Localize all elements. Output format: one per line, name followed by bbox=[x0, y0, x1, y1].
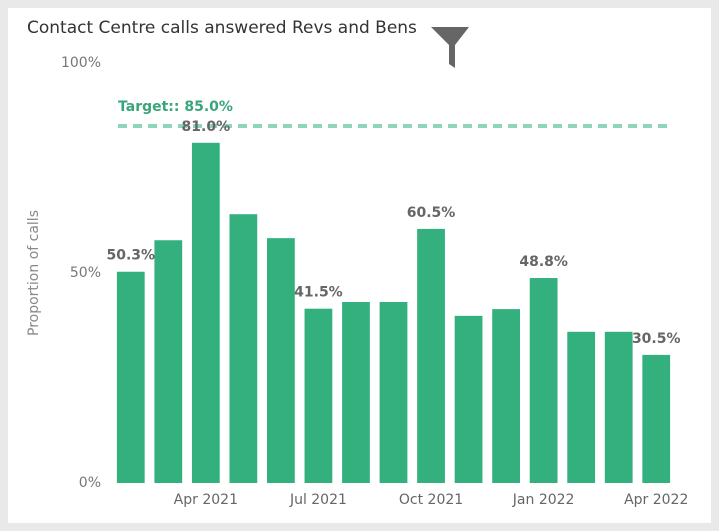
bar bbox=[642, 354, 671, 483]
bar bbox=[154, 240, 183, 483]
x-tick-label: Oct 2021 bbox=[399, 492, 463, 508]
x-tick-label: Apr 2022 bbox=[624, 492, 688, 508]
bar bbox=[229, 214, 258, 483]
bar bbox=[567, 331, 596, 483]
data-label: 81.0% bbox=[182, 119, 231, 135]
bar bbox=[454, 315, 483, 483]
bar bbox=[267, 238, 295, 483]
data-label: 60.5% bbox=[407, 205, 456, 221]
chart-title: Contact Centre calls answered Revs and B… bbox=[27, 18, 417, 38]
filter-icon[interactable] bbox=[431, 27, 469, 68]
bar bbox=[492, 309, 520, 483]
data-label: 30.5% bbox=[632, 331, 681, 347]
y-tick-label: 100% bbox=[61, 55, 101, 71]
bar bbox=[529, 278, 558, 483]
target-label: Target:: 85.0% bbox=[118, 99, 233, 115]
bar bbox=[604, 331, 633, 483]
bar bbox=[191, 142, 220, 484]
bar bbox=[417, 228, 445, 483]
bar bbox=[342, 301, 370, 483]
bar bbox=[379, 301, 408, 483]
y-tick-label: 50% bbox=[70, 265, 101, 281]
y-tick-label: 0% bbox=[79, 475, 101, 491]
data-label: 41.5% bbox=[294, 285, 343, 301]
data-label: 48.8% bbox=[519, 254, 568, 270]
x-tick-label: Jul 2021 bbox=[289, 492, 347, 508]
y-axis-label: Proportion of calls bbox=[26, 210, 42, 336]
bar bbox=[304, 308, 333, 483]
bar bbox=[116, 271, 145, 483]
x-tick-label: Jan 2022 bbox=[512, 492, 575, 508]
x-tick-label: Apr 2021 bbox=[174, 492, 238, 508]
data-label: 50.3% bbox=[106, 248, 155, 264]
